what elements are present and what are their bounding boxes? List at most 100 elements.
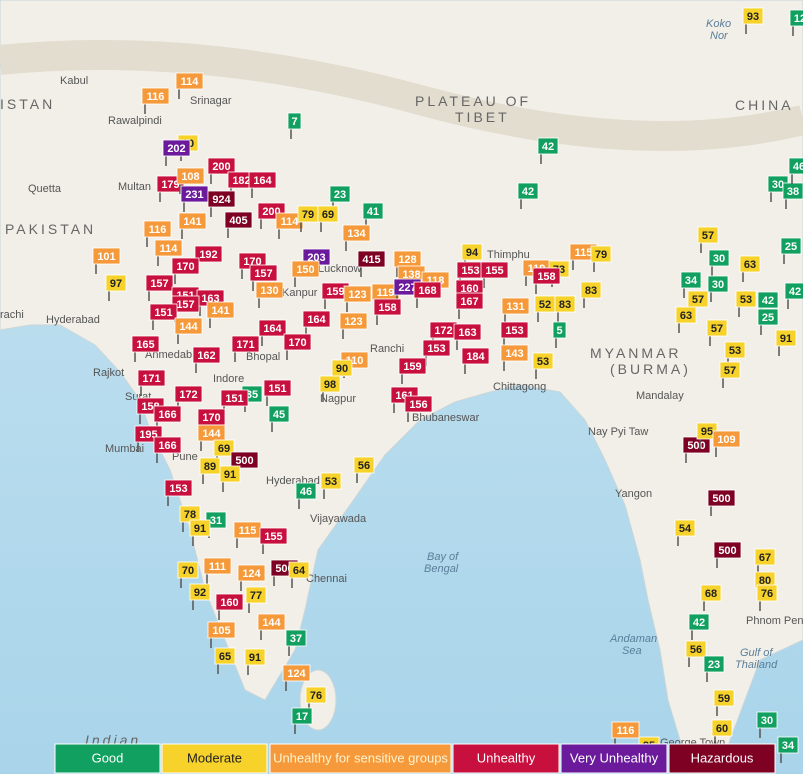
marker-value: 45 (273, 409, 285, 421)
marker-box (220, 389, 249, 407)
marker-box (291, 260, 320, 278)
stations: 9312114116742602022001791081821642319244… (92, 7, 803, 763)
station-marker: 163 (453, 323, 482, 350)
marker-value: 79 (595, 249, 607, 261)
marker-value: 170 (288, 337, 306, 349)
station-marker: 89 (199, 457, 221, 484)
marker-value: 41 (367, 206, 379, 218)
marker-value: 115 (575, 247, 593, 259)
station-marker: 114 (154, 239, 183, 266)
marker-value: 166 (158, 409, 176, 421)
marker-box (373, 298, 402, 316)
marker-box (687, 290, 709, 308)
place: Multan (118, 181, 151, 193)
station-marker: 93 (742, 7, 764, 34)
station-marker: 141 (206, 301, 235, 328)
marker-value: 164 (307, 314, 326, 326)
marker-box (214, 647, 236, 665)
marker-box (263, 379, 292, 397)
marker-box (685, 640, 707, 658)
station-marker: 109 (712, 430, 741, 457)
station-marker: 68 (700, 584, 722, 611)
marker-box (777, 736, 799, 754)
legend-label: Very Unhealthy (570, 750, 659, 765)
marker-value: 182 (232, 175, 250, 187)
marker-box (455, 292, 484, 310)
station-marker: 91 (775, 329, 797, 356)
marker-box (461, 347, 490, 365)
marker-box (154, 239, 183, 257)
marker-value: 30 (772, 179, 784, 191)
marker-value: 179 (161, 179, 179, 191)
station-marker: 167 (455, 292, 484, 319)
place: Koko (706, 18, 731, 30)
marker-box (362, 202, 384, 220)
marker-box (248, 171, 277, 189)
place: Kanpur (282, 287, 318, 299)
marker-value: 115 (239, 525, 257, 537)
station-marker: 67 (754, 548, 776, 575)
marker-box (404, 395, 433, 413)
marker-box (141, 87, 170, 105)
marker-box (244, 648, 266, 666)
marker-box (480, 261, 509, 279)
marker-box (213, 439, 235, 457)
marker-box (153, 405, 182, 423)
station-marker: 202 (162, 139, 191, 166)
station-marker: 7 (287, 112, 302, 139)
station-marker: 57 (719, 361, 741, 388)
marker-box (149, 303, 178, 321)
station-marker: 76 (305, 686, 327, 713)
marker-value: 57 (711, 323, 723, 335)
sea: Bengal (424, 563, 459, 575)
station-marker: 144 (257, 613, 286, 640)
marker-box (517, 182, 539, 200)
station-marker: 46 (788, 157, 803, 184)
marker-value: 160 (220, 597, 238, 609)
marker-box (697, 226, 719, 244)
marker-value: 46 (793, 161, 803, 173)
marker-value: 57 (724, 365, 736, 377)
marker-box (707, 489, 736, 507)
station-marker: 131 (501, 297, 530, 324)
marker-value: 405 (229, 215, 247, 227)
station-marker: 200 (207, 157, 236, 184)
place: Srinagar (190, 95, 232, 107)
marker-value: 167 (460, 296, 478, 308)
station-marker: 144 (197, 424, 226, 451)
station-marker: 97 (105, 274, 127, 301)
marker-value: 114 (160, 243, 179, 255)
marker-box (339, 312, 368, 330)
marker-value: 23 (708, 659, 720, 671)
station-marker: 153 (164, 479, 193, 506)
marker-value: 12 (794, 13, 803, 25)
station-marker: 157 (145, 274, 174, 301)
place: Phnom Pen (746, 615, 803, 627)
marker-value: 17 (296, 711, 308, 723)
station-marker: 42 (784, 282, 803, 309)
station-marker: 23 (329, 185, 351, 212)
marker-box (258, 319, 287, 337)
marker-value: 83 (559, 299, 571, 311)
station-marker: 37 (285, 629, 307, 656)
station-marker: 164 (258, 319, 287, 346)
marker-value: 76 (761, 588, 773, 600)
place: Mumbai (105, 443, 144, 455)
station-marker: 34 (777, 736, 799, 763)
marker-value: 83 (585, 285, 597, 297)
station-marker: 151 (220, 389, 249, 416)
legend-swatch (269, 743, 452, 774)
marker-box (215, 593, 244, 611)
marker-value: 35 (246, 389, 258, 401)
marker-box (580, 281, 602, 299)
marker-box (682, 436, 711, 454)
marker-box (754, 548, 776, 566)
marker-box (611, 721, 640, 739)
station-marker: 108 (176, 167, 205, 194)
marker-box (320, 472, 342, 490)
station-marker: 12 (789, 9, 803, 36)
station-marker: 141 (178, 212, 207, 239)
marker-value: 60 (716, 723, 728, 735)
marker-value: 164 (253, 175, 272, 187)
marker-value: 155 (264, 531, 282, 543)
